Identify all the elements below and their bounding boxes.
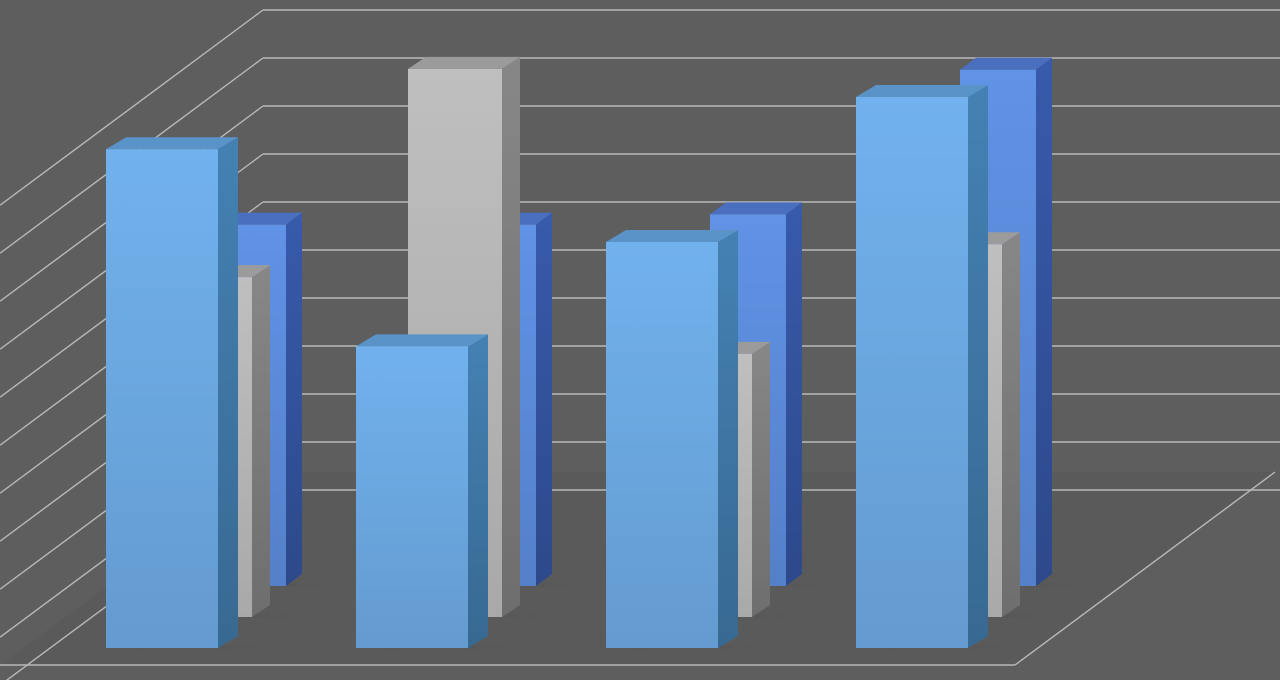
bar-top-face (106, 137, 238, 150)
bar-side-face (536, 212, 552, 586)
bar-side-face (1002, 232, 1020, 618)
bar-side-face (502, 56, 520, 617)
bar-side-face (286, 212, 302, 586)
bar-side-face (468, 334, 488, 648)
bar-front-face (606, 242, 718, 648)
bar-front-face (356, 346, 468, 648)
bar-top-face (408, 56, 520, 69)
bar-top-face (856, 85, 988, 97)
bar-front-cat4 (856, 85, 1004, 648)
bar-side-face (968, 85, 988, 648)
bar-front-cat2 (356, 334, 504, 648)
bar-top-face (356, 334, 488, 347)
bar-side-face (786, 202, 802, 586)
bar-top-face (710, 202, 802, 215)
gridline-diagonal (0, 9, 264, 206)
bar-side-face (252, 265, 270, 617)
bar-side-face (718, 230, 738, 648)
bar-side-face (218, 137, 238, 648)
bar-front-cat1 (106, 137, 254, 648)
bar-top-face (606, 230, 738, 242)
bar-front-face (856, 97, 968, 648)
bar-side-face (1036, 57, 1052, 587)
bar-top-face (960, 57, 1052, 70)
bar-front-face (106, 149, 218, 648)
bar-side-face (752, 341, 770, 617)
bar-front-cat3 (606, 230, 754, 648)
bar-series-front (106, 85, 1004, 648)
floor-right-edge (1014, 471, 1276, 666)
